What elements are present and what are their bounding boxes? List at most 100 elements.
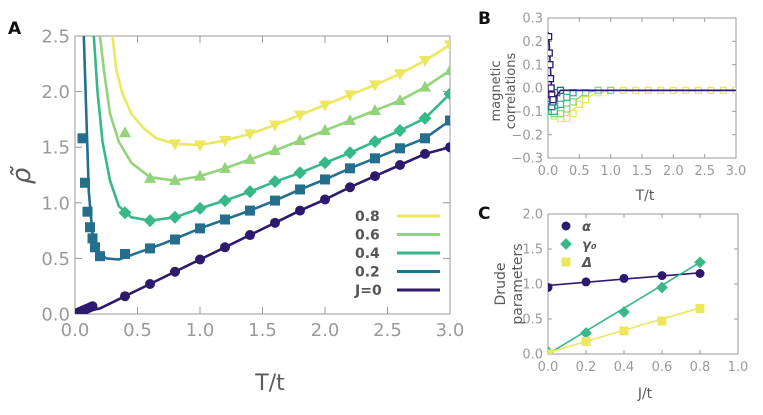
data-point xyxy=(580,327,592,339)
y-tick-label: 0.5 xyxy=(41,249,70,270)
data-point xyxy=(195,254,205,265)
panel-b-ylabel-2: correlations xyxy=(504,53,519,130)
data-point xyxy=(319,100,331,112)
x-tick-label: 0.2 xyxy=(576,360,597,375)
y-tick-label: −0.1 xyxy=(511,105,543,120)
data-point xyxy=(243,185,257,199)
data-point xyxy=(563,93,571,101)
panel-c-plot: 0.0 0.2 0.4 0.6 0.8 1.0 0.0 0.5 1.0 1.5 2.0 α γ₀ Δ xyxy=(522,208,748,375)
panel-a: A 0.0 0.5 1.0 1.5 2.0 2.5 3.0 0.0 0.5 1.0 1.5 2.0 2.… xyxy=(7,19,464,396)
data-point xyxy=(548,33,553,41)
legend-label: 0.8 xyxy=(355,209,380,225)
data-point xyxy=(556,100,565,108)
y-tick-label: 0.0 xyxy=(522,348,543,363)
data-point xyxy=(270,217,280,228)
data-point xyxy=(145,278,155,289)
legend-marker xyxy=(560,238,572,250)
data-point xyxy=(220,242,230,253)
panel-b-ylabel-1: magnetic xyxy=(489,61,504,122)
data-point xyxy=(581,277,591,287)
data-point xyxy=(370,171,380,182)
data-point xyxy=(548,349,553,354)
x-tick-label: 0.4 xyxy=(614,360,635,375)
data-point xyxy=(245,230,255,241)
data-point xyxy=(169,174,181,186)
data-point xyxy=(393,124,407,138)
x-tick-label: 0.6 xyxy=(652,360,673,375)
y-tick-label: 1.5 xyxy=(522,243,543,258)
y-tick-label: 1.0 xyxy=(522,278,543,293)
series-J0 xyxy=(75,142,450,314)
legend-label: J=0 xyxy=(354,283,382,299)
panel-c-xlabel: J/t xyxy=(637,386,653,402)
series-line xyxy=(75,145,450,314)
data-point xyxy=(395,159,405,170)
panel-c-ylabel-1: Drude xyxy=(493,263,509,306)
panel-b-xlabel: T/t xyxy=(635,188,655,204)
data-point xyxy=(268,175,282,189)
panel-b-plot: 0.0 0.5 1.0 1.5 2.0 2.5 3.0 −0.3 −0.2 −0.1 0.0 0.1 0… xyxy=(511,12,746,179)
legend-label: 0.6 xyxy=(355,228,380,244)
panel-b: B 0.0 0.5 1.0 1.5 2.0 2.5 3.0−0.3−0.2−0.10.00.… xyxy=(478,9,746,204)
data-point xyxy=(569,110,577,118)
data-point xyxy=(695,269,705,278)
x-tick-label: 0.8 xyxy=(690,360,711,375)
data-point xyxy=(618,306,630,318)
data-point xyxy=(420,133,430,144)
data-point xyxy=(220,214,230,225)
x-tick-label: 3.0 xyxy=(726,164,747,179)
data-point xyxy=(548,75,555,83)
data-point xyxy=(245,205,255,216)
data-point xyxy=(619,326,629,336)
x-tick-label: 2.5 xyxy=(694,164,715,179)
data-point xyxy=(319,124,331,136)
y-tick-label: 0.1 xyxy=(522,58,543,73)
series- xyxy=(548,256,706,354)
data-point xyxy=(445,115,450,126)
data-point xyxy=(294,134,306,146)
series-04 xyxy=(92,36,450,228)
data-point xyxy=(194,140,206,152)
data-point xyxy=(85,222,95,233)
data-point xyxy=(293,166,307,180)
data-point xyxy=(320,194,330,205)
data-point xyxy=(170,234,180,245)
data-point xyxy=(77,133,88,144)
data-point xyxy=(87,301,98,312)
series-line xyxy=(98,36,450,182)
data-point xyxy=(575,100,583,108)
data-point xyxy=(443,87,450,101)
x-tick-label: 0.0 xyxy=(61,320,90,341)
x-tick-label: 0.5 xyxy=(123,320,152,341)
x-tick-label: 2.0 xyxy=(311,320,340,341)
data-point xyxy=(369,104,381,116)
data-point xyxy=(168,210,182,224)
data-point xyxy=(619,273,629,283)
x-tick-label: 0.5 xyxy=(569,164,590,179)
data-point xyxy=(269,144,281,156)
y-tick-label: −0.3 xyxy=(511,152,543,167)
legend-marker xyxy=(561,221,571,231)
data-point xyxy=(556,110,565,118)
legend-marker xyxy=(561,257,571,267)
data-point xyxy=(694,256,706,269)
legend-label: 0.4 xyxy=(355,246,380,262)
data-point xyxy=(420,148,430,159)
data-point xyxy=(419,55,431,67)
data-point xyxy=(218,194,232,208)
data-point xyxy=(657,316,667,326)
data-point xyxy=(548,84,555,92)
legend-label: γ₀ xyxy=(582,238,597,253)
data-point xyxy=(657,271,667,281)
y-tick-label: −0.2 xyxy=(511,128,543,143)
data-point xyxy=(369,80,381,92)
data-point xyxy=(80,177,90,188)
y-tick-label: 0.0 xyxy=(522,82,543,97)
data-point xyxy=(90,242,100,253)
data-point xyxy=(87,233,98,244)
data-point xyxy=(270,195,280,206)
legend-label: α xyxy=(582,220,591,235)
plot-area xyxy=(75,36,450,314)
x-tick-label: 2.5 xyxy=(373,320,402,341)
data-point xyxy=(219,161,231,173)
